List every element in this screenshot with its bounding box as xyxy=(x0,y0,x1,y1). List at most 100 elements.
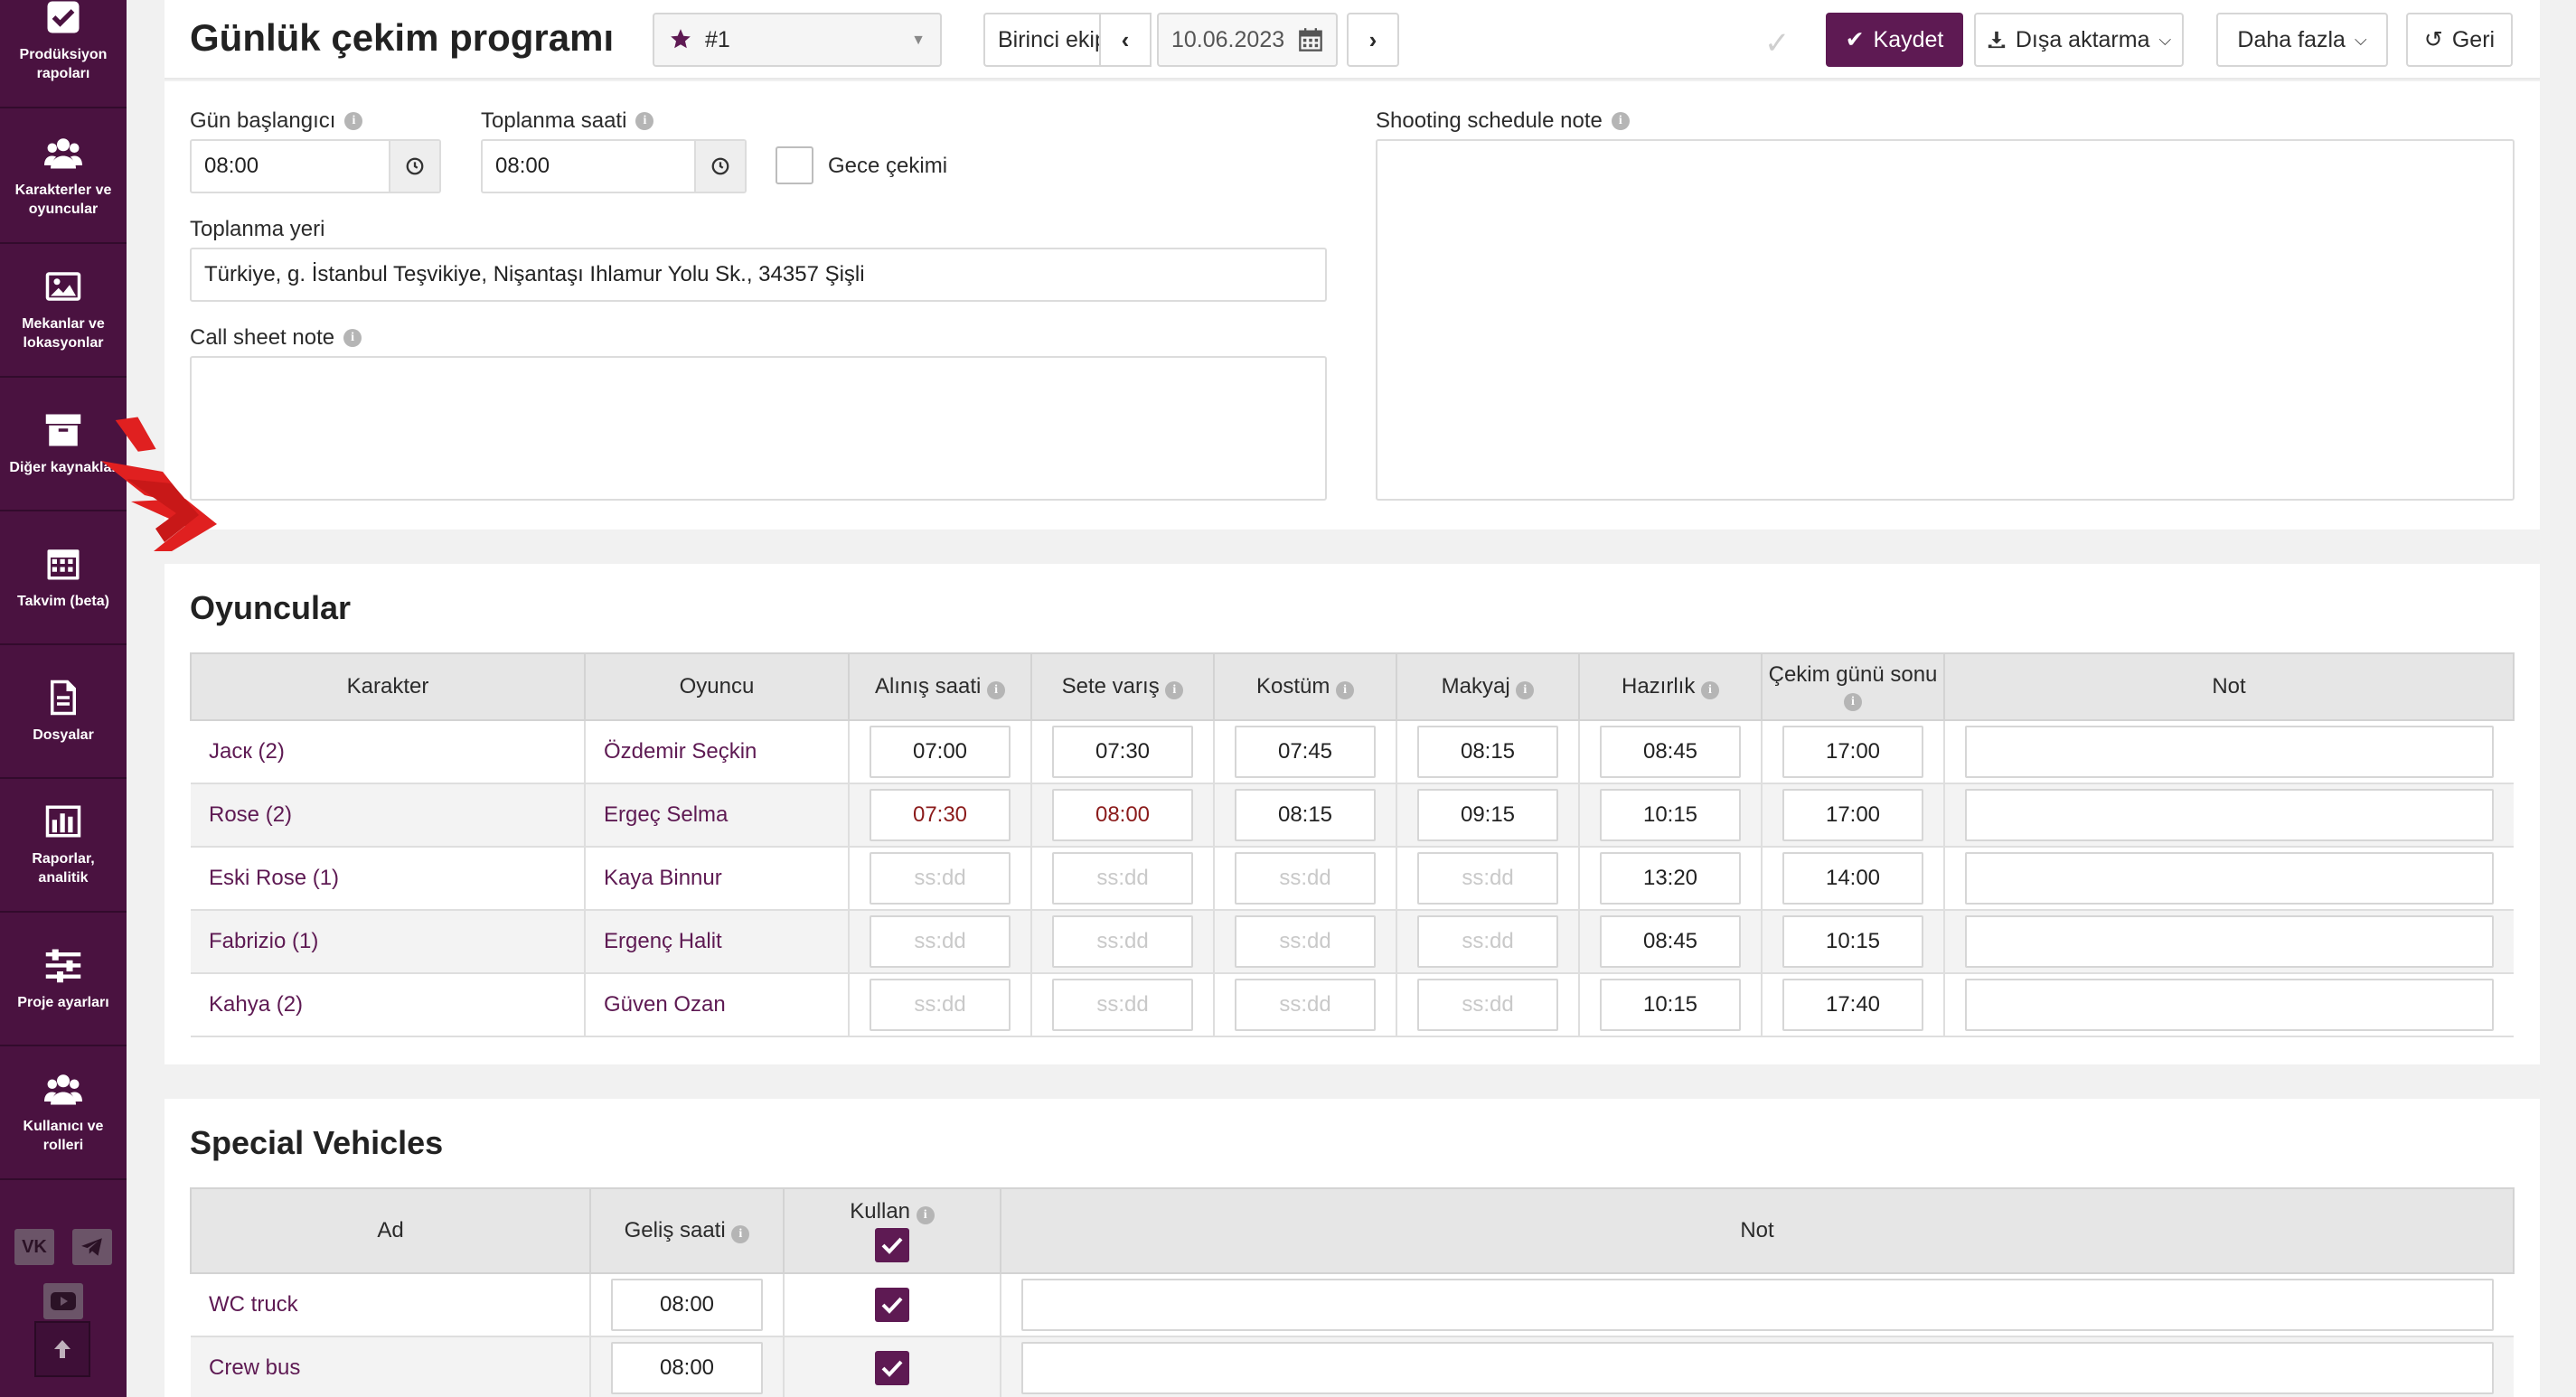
note-input[interactable] xyxy=(1965,789,2494,841)
date-input[interactable]: 10.06.2023 xyxy=(1157,13,1338,67)
export-button[interactable]: Dışa aktarma ⌵ xyxy=(1974,13,2184,67)
info-icon[interactable]: i xyxy=(1844,692,1862,711)
prev-day-button[interactable]: ‹ xyxy=(1099,13,1152,67)
pickup-time-input[interactable]: 07:30 xyxy=(870,789,1011,841)
pickup-time-input[interactable]: 07:00 xyxy=(870,726,1011,778)
arrival-time-input[interactable]: 08:00 xyxy=(611,1342,763,1394)
save-button[interactable]: ✔ Kaydet xyxy=(1826,13,1963,67)
clock-icon[interactable] xyxy=(694,141,745,192)
youtube-icon[interactable] xyxy=(43,1283,83,1319)
note-input[interactable] xyxy=(1965,852,2494,905)
makeup-time-input[interactable]: 09:15 xyxy=(1417,789,1558,841)
scroll-top-button[interactable] xyxy=(34,1321,90,1377)
info-icon[interactable]: i xyxy=(1336,680,1355,699)
info-icon[interactable]: i xyxy=(731,1224,750,1243)
ready-time-input[interactable]: 13:20 xyxy=(1600,852,1741,905)
wrap-time-input[interactable]: 10:15 xyxy=(1782,915,1923,968)
actor-link[interactable]: Güven Ozan xyxy=(604,992,726,1017)
note-input[interactable] xyxy=(1965,979,2494,1031)
use-checkbox[interactable] xyxy=(875,1351,909,1385)
ready-time-input[interactable]: 10:15 xyxy=(1600,789,1741,841)
costume-time-input[interactable]: ss:dd xyxy=(1235,915,1376,968)
info-icon[interactable]: i xyxy=(1611,112,1630,130)
sidebar-item-files[interactable]: Dosyalar xyxy=(0,645,127,779)
next-day-button[interactable]: › xyxy=(1347,13,1399,67)
wrap-time-input[interactable]: 17:40 xyxy=(1782,979,1923,1031)
wrap-time-input[interactable]: 17:00 xyxy=(1782,726,1923,778)
wrap-time-input[interactable]: 17:00 xyxy=(1782,789,1923,841)
actor-link[interactable]: Kaya Binnur xyxy=(604,866,722,890)
makeup-time-input[interactable]: ss:dd xyxy=(1417,852,1558,905)
pickup-time-input[interactable]: ss:dd xyxy=(870,979,1011,1031)
costume-time-input[interactable]: ss:dd xyxy=(1235,979,1376,1031)
sidebar-item-reports[interactable]: Raporlar, analitik xyxy=(0,779,127,913)
info-icon[interactable]: i xyxy=(635,112,654,130)
arrival-time-input[interactable]: 08:00 xyxy=(1052,789,1193,841)
gather-place-label: Toplanma yeri xyxy=(190,217,325,241)
ready-time-input[interactable]: 08:45 xyxy=(1600,915,1741,968)
note-input[interactable] xyxy=(1965,726,2494,778)
arrival-time-input[interactable]: ss:dd xyxy=(1052,979,1193,1031)
use-checkbox[interactable] xyxy=(875,1288,909,1322)
costume-time-input[interactable]: 07:45 xyxy=(1235,726,1376,778)
back-button[interactable]: ↺ Geri xyxy=(2406,13,2513,67)
gather-time-input[interactable]: 08:00 xyxy=(481,139,747,193)
wrap-time-input[interactable]: 14:00 xyxy=(1782,852,1923,905)
sidebar-item-locations[interactable]: Mekanlar ve lokasyonlar xyxy=(0,244,127,378)
more-button[interactable]: Daha fazla ⌵ xyxy=(2216,13,2388,67)
clock-icon[interactable] xyxy=(389,141,439,192)
pickup-time-input[interactable]: ss:dd xyxy=(870,915,1011,968)
costume-time-input[interactable]: ss:dd xyxy=(1235,852,1376,905)
crew-select[interactable]: Birinci ekip xyxy=(983,13,1101,67)
character-link[interactable]: Eski Rose (1) xyxy=(209,866,340,890)
info-icon[interactable]: i xyxy=(343,329,362,347)
sidebar-item-users-roles[interactable]: Kullanıcı ve rolleri xyxy=(0,1046,127,1180)
call-sheet-select[interactable]: #1 ▼ xyxy=(653,13,942,67)
vk-icon[interactable]: VK xyxy=(14,1229,54,1265)
calendar-icon[interactable] xyxy=(1298,27,1323,52)
vehicle-link[interactable]: WC truck xyxy=(209,1292,298,1317)
arrival-time-input[interactable]: ss:dd xyxy=(1052,915,1193,968)
makeup-time-input[interactable]: ss:dd xyxy=(1417,915,1558,968)
ready-time-input[interactable]: 10:15 xyxy=(1600,979,1741,1031)
info-icon[interactable]: i xyxy=(1701,680,1719,699)
sidebar-item-other-resources[interactable]: Diğer kaynaklar xyxy=(0,378,127,511)
arrival-time-input[interactable]: 08:00 xyxy=(611,1279,763,1331)
info-icon[interactable]: i xyxy=(1165,680,1184,699)
note-input[interactable] xyxy=(1021,1279,2494,1331)
actor-link[interactable]: Özdemir Seçkin xyxy=(604,739,757,764)
character-link[interactable]: Jacк (2) xyxy=(209,739,285,764)
costume-time-input[interactable]: 08:15 xyxy=(1235,789,1376,841)
info-icon[interactable]: i xyxy=(344,112,363,130)
note-input[interactable] xyxy=(1021,1342,2494,1394)
sidebar-item-production-reports[interactable]: Prodüksiyon rapoları xyxy=(0,0,127,108)
gather-place-input[interactable]: Türkiye, g. İstanbul Teşvikiye, Nişantaş… xyxy=(190,248,1327,302)
vehicle-link[interactable]: Crew bus xyxy=(209,1355,301,1380)
arrival-time-input[interactable]: ss:dd xyxy=(1052,852,1193,905)
call-sheet-note-textarea[interactable] xyxy=(190,356,1327,501)
shooting-note-textarea[interactable] xyxy=(1376,139,2515,501)
makeup-time-input[interactable]: ss:dd xyxy=(1417,979,1558,1031)
sidebar-item-characters[interactable]: Karakterler ve oyuncular xyxy=(0,110,127,244)
select-all-checkbox[interactable] xyxy=(875,1227,909,1262)
arrival-time-input[interactable]: 07:30 xyxy=(1052,726,1193,778)
sidebar-item-project-settings[interactable]: Proje ayarları xyxy=(0,913,127,1046)
telegram-icon[interactable] xyxy=(72,1229,112,1265)
character-link[interactable]: Fabrizio (1) xyxy=(209,929,319,953)
info-icon[interactable]: i xyxy=(916,1205,935,1224)
info-icon[interactable]: i xyxy=(987,680,1006,699)
day-start-input[interactable]: 08:00 xyxy=(190,139,441,193)
character-link[interactable]: Rose (2) xyxy=(209,802,293,827)
sidebar-item-calendar[interactable]: Takvim (beta) xyxy=(0,511,127,645)
info-icon[interactable]: i xyxy=(1516,680,1535,699)
note-input[interactable] xyxy=(1965,915,2494,968)
sidebar-item-label: Mekanlar ve lokasyonlar xyxy=(22,316,105,351)
pickup-time-input[interactable]: ss:dd xyxy=(870,852,1011,905)
ready-time-input[interactable]: 08:45 xyxy=(1600,726,1741,778)
actor-link[interactable]: Ergenç Halit xyxy=(604,929,722,953)
night-shoot-checkbox[interactable] xyxy=(776,146,813,184)
actor-link[interactable]: Ergeç Selma xyxy=(604,802,729,827)
table-row: Eski Rose (1) Kaya Binnur ss:dd ss:dd ss… xyxy=(191,847,2514,911)
makeup-time-input[interactable]: 08:15 xyxy=(1417,726,1558,778)
character-link[interactable]: Kahya (2) xyxy=(209,992,304,1017)
